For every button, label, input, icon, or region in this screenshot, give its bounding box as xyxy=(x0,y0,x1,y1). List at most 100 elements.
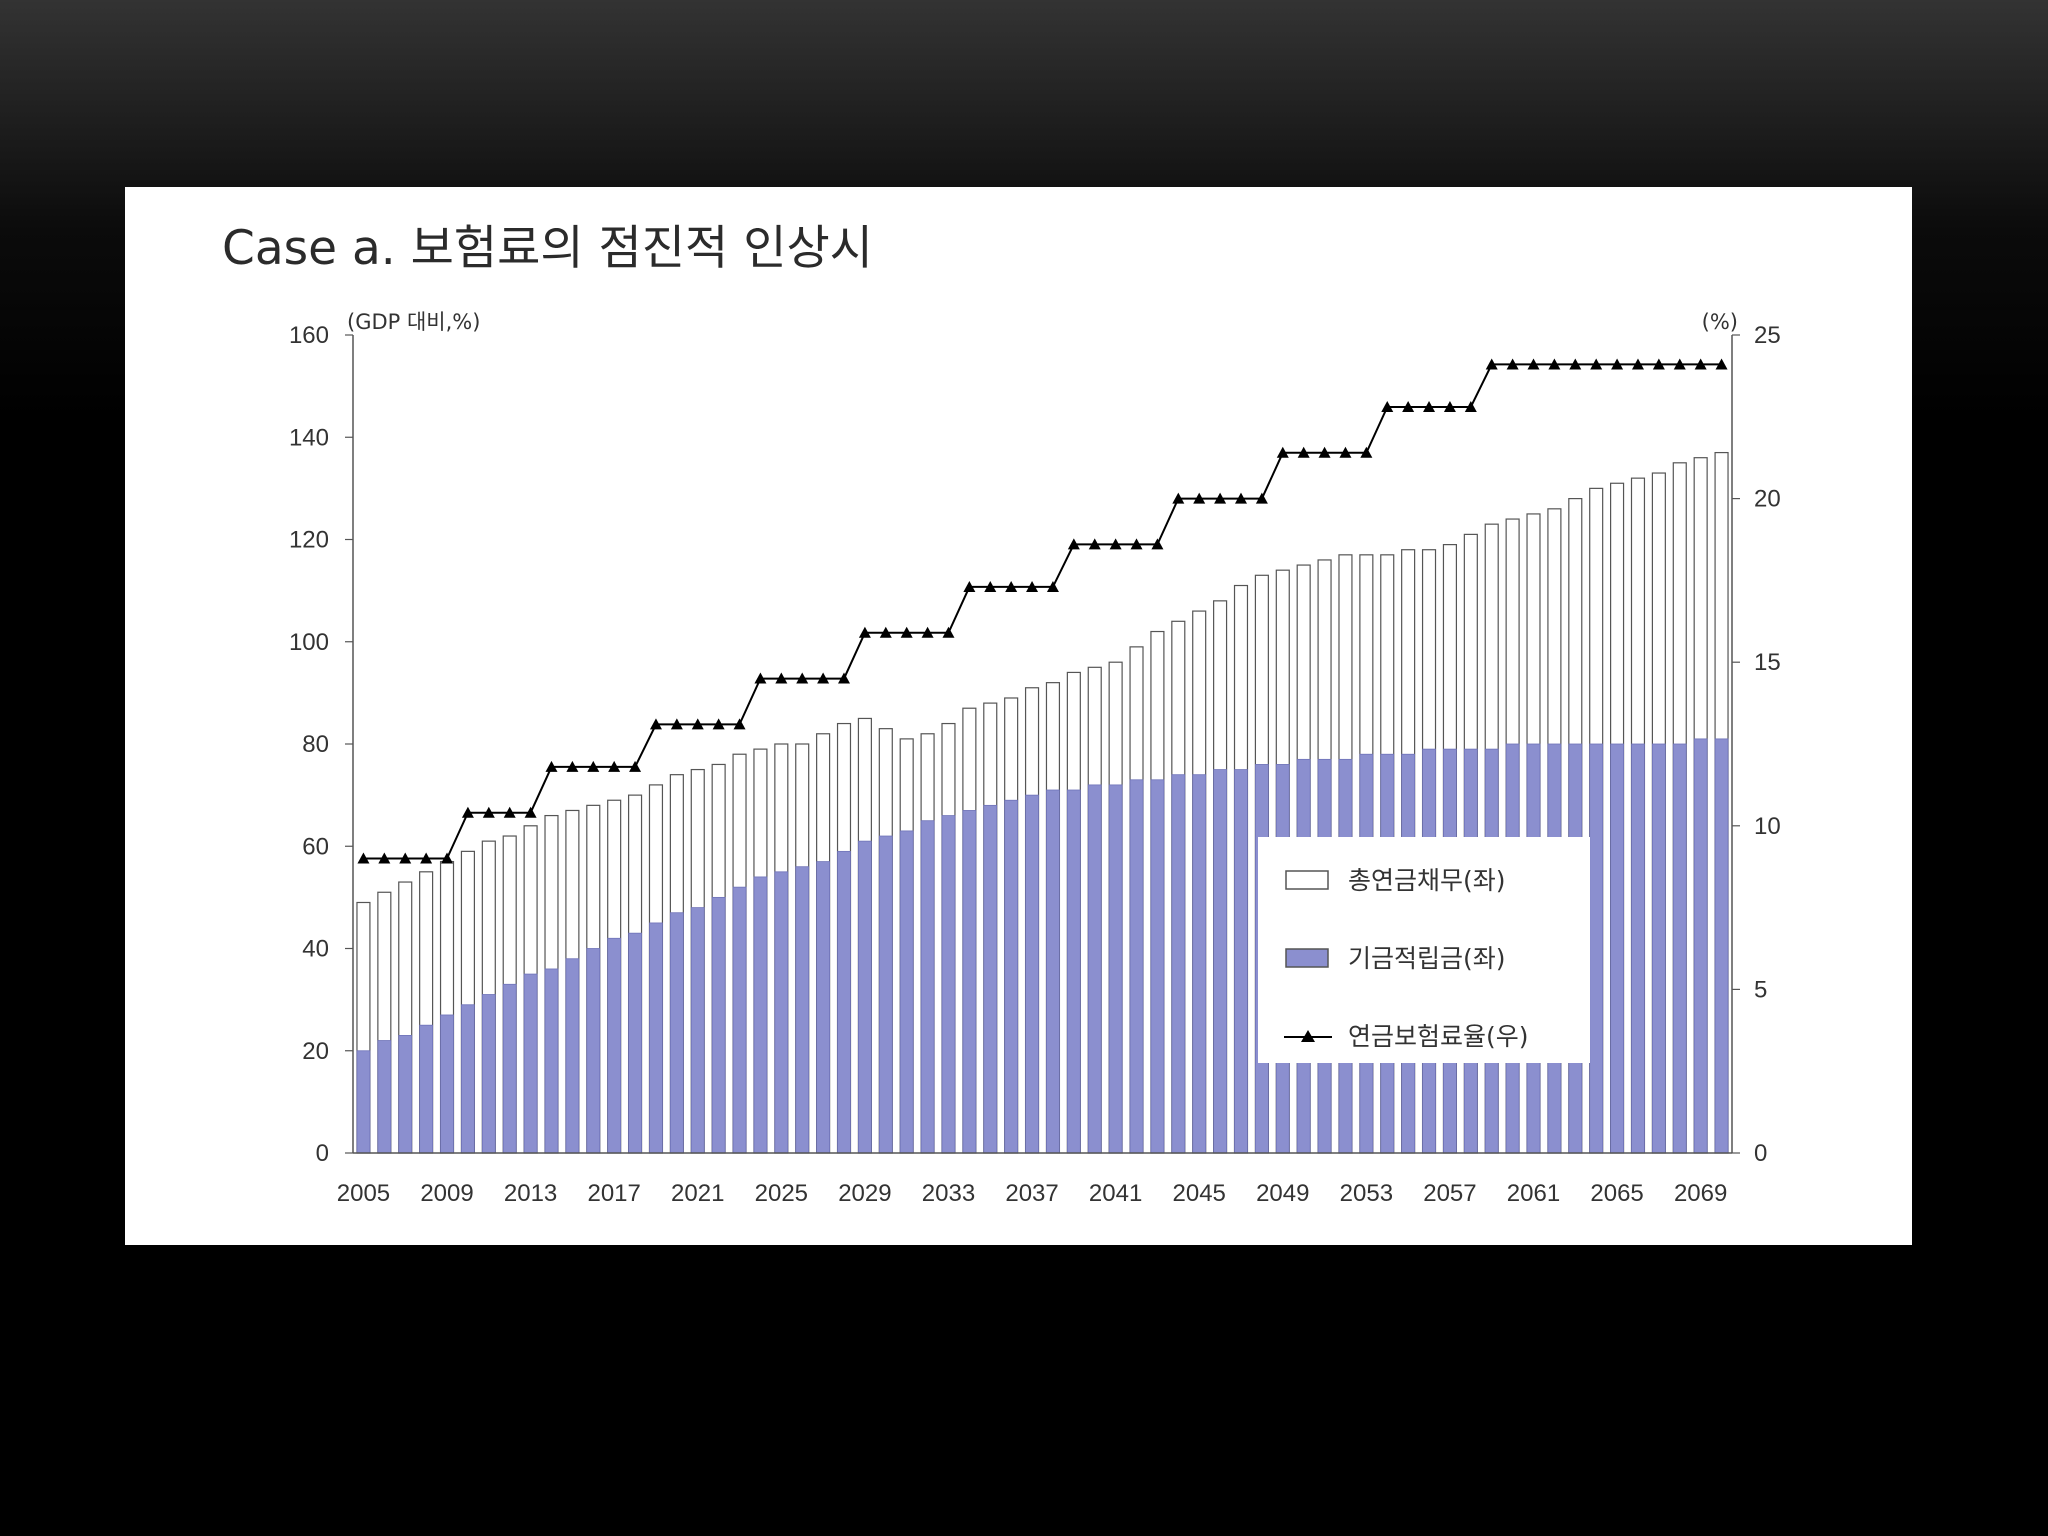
point-rate-2014 xyxy=(545,760,558,772)
x-tick-label: 2065 xyxy=(1590,1180,1643,1207)
y-left-tick-label: 100 xyxy=(289,629,329,656)
y-left-tick-label: 80 xyxy=(302,731,329,758)
point-rate-2070 xyxy=(1715,358,1728,370)
bar-fund-2005 xyxy=(356,1050,371,1154)
bar-fund-2009 xyxy=(440,1014,454,1154)
legend-swatch-fund xyxy=(1285,948,1329,968)
point-rate-2006 xyxy=(378,852,391,864)
bar-fund-2029 xyxy=(858,840,872,1154)
bar-fund-2023 xyxy=(732,886,747,1154)
point-rate-2037 xyxy=(1026,580,1039,592)
legend: 총연금채무(좌) 기금적립금(좌) 연금보험료율(우) xyxy=(1258,837,1590,1063)
point-rate-2053 xyxy=(1360,446,1373,458)
point-rate-2013 xyxy=(524,806,537,818)
bar-fund-2007 xyxy=(398,1035,413,1154)
point-rate-2018 xyxy=(629,760,642,772)
bar-fund-2038 xyxy=(1046,789,1060,1154)
point-rate-2061 xyxy=(1527,358,1540,370)
x-tick-label: 2005 xyxy=(337,1180,390,1207)
point-rate-2020 xyxy=(670,718,683,730)
x-tick-label: 2053 xyxy=(1340,1180,1393,1207)
bar-fund-2037 xyxy=(1025,794,1039,1154)
point-rate-2038 xyxy=(1046,580,1059,592)
point-rate-2059 xyxy=(1485,358,1498,370)
bar-fund-2047 xyxy=(1234,769,1248,1154)
line-layer xyxy=(357,358,1728,864)
point-rate-2054 xyxy=(1381,400,1394,412)
point-rate-2015 xyxy=(566,760,579,772)
point-rate-2063 xyxy=(1569,358,1582,370)
bar-fund-2067 xyxy=(1651,743,1666,1154)
point-rate-2016 xyxy=(587,760,600,772)
bar-fund-2035 xyxy=(983,804,998,1154)
point-rate-2029 xyxy=(858,626,871,638)
bar-fund-2027 xyxy=(816,861,830,1154)
bar-fund-2069 xyxy=(1693,738,1708,1154)
bar-fund-2064 xyxy=(1589,743,1604,1154)
y-right-tick-label: 25 xyxy=(1754,322,1781,349)
point-rate-2028 xyxy=(838,672,851,684)
bar-fund-2068 xyxy=(1672,743,1687,1154)
point-rate-2032 xyxy=(921,626,934,638)
point-rate-2055 xyxy=(1402,400,1415,412)
bar-fund-2039 xyxy=(1066,789,1081,1154)
bar-fund-2043 xyxy=(1150,779,1165,1154)
bar-fund-2008 xyxy=(419,1024,434,1154)
bar-fund-2025 xyxy=(774,871,789,1154)
x-tick-label: 2025 xyxy=(755,1180,808,1207)
bar-fund-2019 xyxy=(649,922,663,1154)
line-contribution-rate xyxy=(363,363,1722,860)
legend-swatch-rate-marker xyxy=(1301,1030,1315,1042)
x-tick-label: 2049 xyxy=(1256,1180,1309,1207)
point-rate-2043 xyxy=(1151,538,1164,550)
point-rate-2065 xyxy=(1611,358,1624,370)
bar-fund-2032 xyxy=(920,820,935,1154)
point-rate-2008 xyxy=(420,852,433,864)
legend-label-total: 총연금채무(좌) xyxy=(1348,866,1506,895)
point-rate-2050 xyxy=(1297,446,1310,458)
point-rate-2066 xyxy=(1631,358,1644,370)
y-left-tick-label: 20 xyxy=(302,1038,329,1065)
point-rate-2033 xyxy=(942,626,955,638)
x-tick-label: 2037 xyxy=(1005,1180,1058,1207)
bar-fund-2020 xyxy=(669,912,684,1154)
point-rate-2044 xyxy=(1172,492,1185,504)
point-rate-2068 xyxy=(1673,358,1686,370)
x-tick-label: 2029 xyxy=(838,1180,891,1207)
bar-fund-2044 xyxy=(1171,774,1186,1154)
x-tick-label: 2009 xyxy=(420,1180,473,1207)
bar-fund-2013 xyxy=(523,973,538,1154)
point-rate-2069 xyxy=(1694,358,1707,370)
x-tick-label: 2021 xyxy=(671,1180,724,1207)
y-right-tick-label: 15 xyxy=(1754,649,1781,676)
point-rate-2034 xyxy=(963,580,976,592)
point-rate-2048 xyxy=(1255,492,1268,504)
point-rate-2022 xyxy=(712,718,725,730)
point-rate-2031 xyxy=(900,626,913,638)
point-rate-2007 xyxy=(399,852,412,864)
point-rate-2030 xyxy=(879,626,892,638)
bar-fund-2028 xyxy=(837,850,851,1154)
x-tick-label: 2041 xyxy=(1089,1180,1142,1207)
point-rate-2039 xyxy=(1067,538,1080,550)
y-left-tick-label: 120 xyxy=(289,527,329,554)
legend-label-rate: 연금보험료율(우) xyxy=(1348,1022,1529,1051)
bar-fund-2021 xyxy=(690,907,705,1154)
y-left-tick-label: 0 xyxy=(316,1140,329,1167)
y-left-tick-label: 140 xyxy=(289,424,329,451)
y-right-tick-label: 10 xyxy=(1754,813,1781,840)
point-rate-2010 xyxy=(461,806,474,818)
point-rate-2041 xyxy=(1109,538,1122,550)
bar-fund-2012 xyxy=(502,983,517,1154)
x-tick-label: 2033 xyxy=(922,1180,975,1207)
bar-fund-2034 xyxy=(962,810,977,1154)
legend-label-fund: 기금적립금(좌) xyxy=(1348,944,1506,973)
point-rate-2060 xyxy=(1506,358,1519,370)
point-rate-2049 xyxy=(1276,446,1289,458)
bar-fund-2046 xyxy=(1213,769,1227,1154)
y-left-tick-label: 40 xyxy=(302,936,329,963)
bar-fund-2036 xyxy=(1004,799,1019,1154)
bar-fund-2066 xyxy=(1631,743,1645,1154)
point-rate-2024 xyxy=(754,672,767,684)
